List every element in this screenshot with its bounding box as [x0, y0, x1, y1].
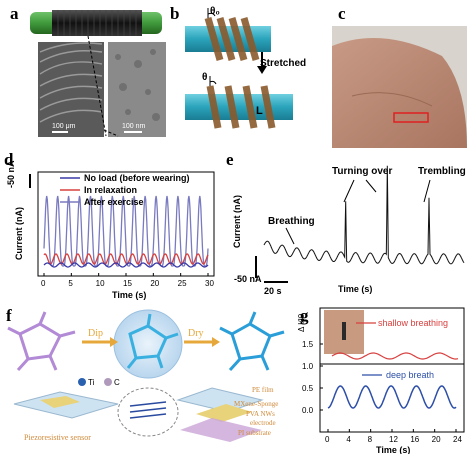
scale-label: -50 nA — [6, 160, 16, 188]
x-tick-label: 8 — [368, 435, 373, 444]
ti-label: Ti — [88, 378, 95, 387]
x-tick-label: 5 — [68, 279, 73, 288]
x-tick-label: 20 — [150, 279, 159, 288]
series-relaxation — [43, 253, 209, 265]
legend-item: After exercise — [84, 197, 144, 207]
series-after-exercise — [43, 195, 209, 267]
layer-mxene: MXene-Sponge — [234, 400, 278, 408]
panel-label-a: a — [10, 4, 19, 23]
x-tick-label: 16 — [410, 435, 419, 444]
panel-label-f: f — [6, 306, 12, 325]
legend-item: No load (before wearing) — [84, 173, 190, 183]
x-tick-label: 24 — [453, 435, 462, 444]
sponge-blue — [219, 311, 285, 372]
panel-c-photo — [332, 26, 467, 148]
y-tick-label: 0.5 — [302, 384, 314, 393]
x-tick-label: 0 — [325, 435, 330, 444]
theta0-label: θ₀ — [210, 6, 220, 17]
layer-pe-film: PE film — [252, 386, 274, 394]
series-deep — [327, 385, 457, 409]
c-label: C — [114, 378, 120, 387]
x-tick-label: 4 — [346, 435, 351, 444]
legend-shallow: shallow breathing — [378, 318, 448, 328]
panel-a-figure: 100 μm 100 nm — [30, 10, 166, 137]
panel-label-e: e — [226, 150, 234, 169]
x-tick-label: 20 — [432, 435, 441, 444]
scale-label-x: 20 s — [264, 286, 282, 296]
dip-label: Dip — [88, 328, 103, 339]
sponge-pink — [7, 311, 76, 372]
panel-g-chart: shallow breathing deep breath 1.5 1.0 0.5 0.0… — [297, 307, 465, 454]
panel-label-g: g — [300, 306, 309, 325]
length-label: L — [256, 105, 263, 117]
x-tick-label: 30 — [205, 279, 214, 288]
arrow-turning-1 — [343, 179, 355, 203]
panel-label-b: b — [170, 4, 180, 23]
series-no-load — [43, 262, 209, 268]
y-axis-label: Current (nA) — [14, 207, 24, 260]
layer-electrode: electrode — [250, 419, 276, 427]
panel-label-d: d — [4, 150, 14, 169]
x-axis-label: Time (s) — [112, 290, 146, 300]
scale-label-y: -50 nA — [234, 274, 262, 284]
y-tick-label: 1.0 — [302, 362, 314, 371]
x-tick-label: 10 — [96, 279, 105, 288]
series-shallow — [331, 352, 459, 360]
arrow-breathing — [285, 227, 295, 245]
arrow-trembling — [423, 179, 431, 203]
x-tick-label: 15 — [123, 279, 132, 288]
panel-f-figure: Dip Dry Ti C Piezoresistive sensor PE fi… — [7, 309, 285, 442]
x-tick-label: 25 — [178, 279, 187, 288]
y-axis-label: Current (nA) — [232, 195, 242, 248]
fiber-coating — [52, 10, 142, 36]
current-trace — [263, 165, 465, 265]
theta-label: θ — [202, 72, 207, 83]
y-tick-label: 1.5 — [302, 340, 314, 349]
annotation-breathing: Breathing — [268, 216, 315, 227]
x-tick-label: 12 — [389, 435, 398, 444]
dry-label: Dry — [188, 328, 204, 339]
annotation-turning-over: Turning over — [332, 166, 392, 177]
panel-label-c: c — [338, 4, 346, 23]
x-tick-label: 0 — [41, 279, 46, 288]
legend-deep: deep breath — [386, 370, 434, 380]
panel-b-figure: θ₀ Stretched θ L — [185, 6, 306, 129]
y-axis-label: Δ I/I0 — [297, 313, 306, 332]
arrow-turning-2 — [365, 179, 377, 193]
scale-label-right: 100 nm — [122, 123, 146, 130]
annotation-trembling: Trembling — [418, 166, 466, 177]
layer-pva: PVA NWs — [246, 410, 275, 418]
sensor-highlight-box — [393, 112, 429, 123]
inset-sensor — [342, 322, 346, 340]
y-tick-label: 0.0 — [302, 406, 314, 415]
sensor-stack-right — [176, 387, 264, 413]
x-axis-label: Time (s) — [376, 445, 410, 454]
panel-d-chart: -50 nA Current (nA) 0 5 10 15 20 25 30 Time (s) No… — [6, 160, 215, 300]
piezo-sensor-label: Piezoresistive sensor — [24, 433, 91, 442]
legend-item: In relaxation — [84, 185, 137, 195]
x-axis-label: Time (s) — [338, 284, 372, 294]
layer-pi: PI substrate — [238, 429, 271, 437]
scale-label-left: 100 μm — [52, 123, 76, 130]
fiber-stretched — [185, 94, 293, 120]
stretched-label: Stretched — [260, 58, 306, 69]
